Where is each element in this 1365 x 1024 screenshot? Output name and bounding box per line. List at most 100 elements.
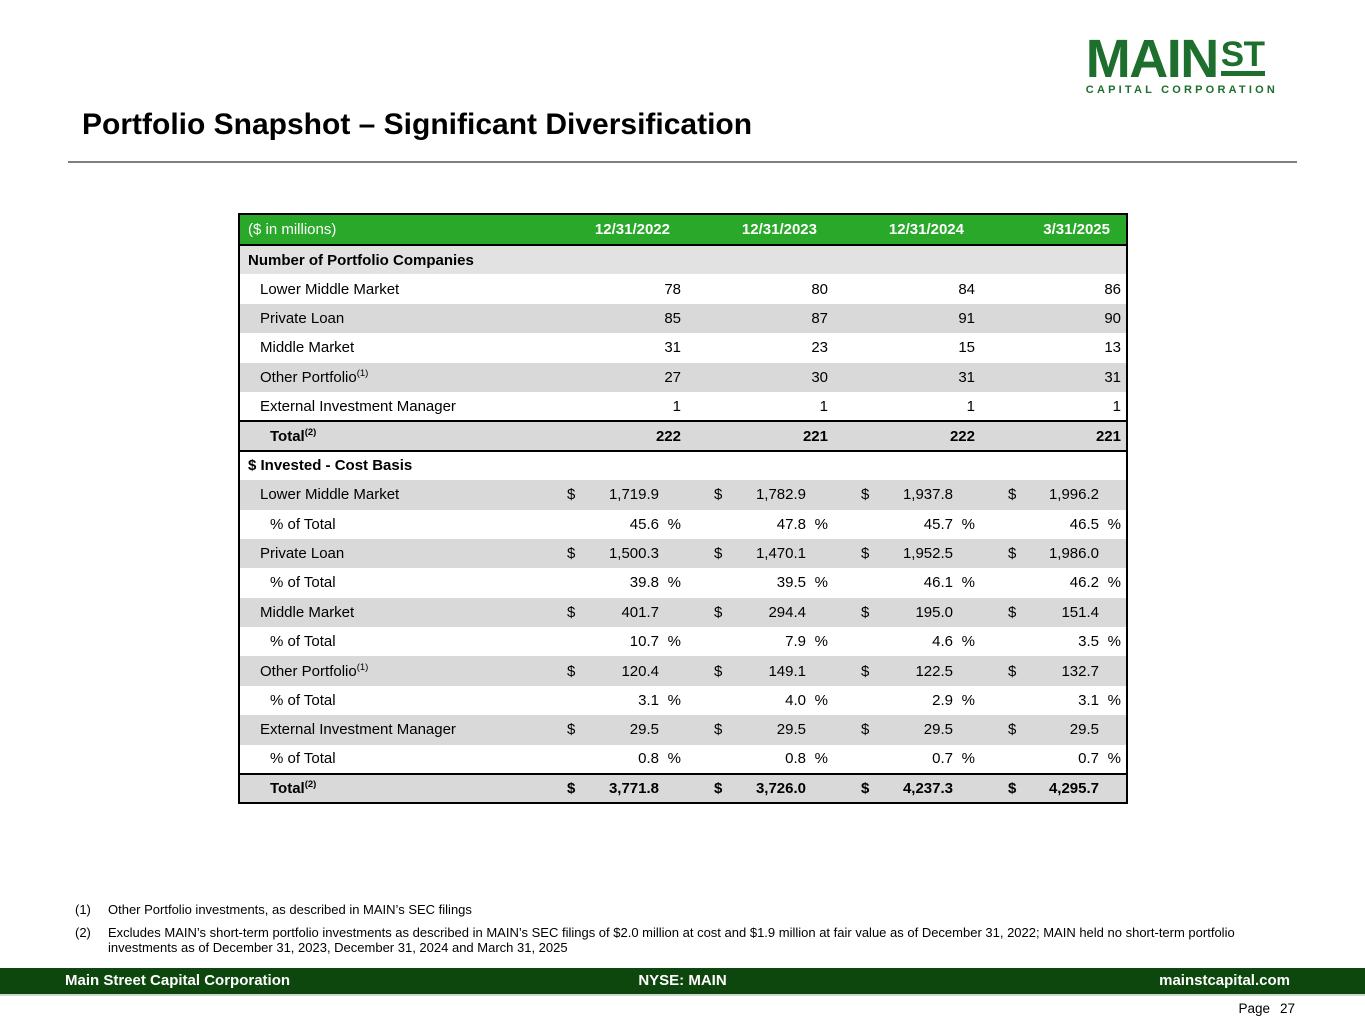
dollar-sign: $ [714,662,723,680]
footer-website: mainstcapital.com [1159,972,1290,989]
footnote-reference: (1) [356,661,369,673]
footnote-reference: (2) [304,426,317,438]
table-row: External Investment Manager $29.5 $29.5 $29… [239,715,1127,745]
value-cell: 85 [539,303,686,334]
logo-subtitle: CAPITAL CORPORATION [1085,84,1278,96]
value-cell: 221 [686,420,833,452]
value-cell: 1 [672,397,681,415]
value-cell: 1 [1112,397,1121,415]
value-cell: 86 [1104,280,1121,298]
footnote-1: (1) Other Portfolio investments, as desc… [75,902,1300,918]
value-cell: 3.5% [1078,633,1121,651]
dollar-sign: $ [861,662,870,680]
column-header-2023: 12/31/2023 [686,214,833,245]
logo-st-text: ST [1220,35,1265,76]
table-row: Middle Market 31 23 15 13 [239,333,1127,362]
portfolio-snapshot-table: ($ in millions) 12/31/2022 12/31/2023 12… [238,213,1128,805]
value-cell: $1,719.9 [539,480,686,510]
value-cell: 46.5% [1069,515,1121,533]
table-row: Total(2) 222 221 222 221 [239,420,1127,452]
row-label: % of Total [270,515,336,533]
footnote-1-number: (1) [75,902,91,917]
value-cell: $120.4 [539,656,686,686]
value-cell: $132.7 [980,656,1127,686]
value-cell: 78 [664,280,681,298]
row-label: Middle Market [260,339,355,357]
dollar-sign: $ [567,603,576,621]
title-divider [68,161,1297,163]
portfolio-table-container: ($ in millions) 12/31/2022 12/31/2023 12… [238,213,1128,805]
table-row: Total(2) $3,771.8 $3,726.0 $4,237.3 $4,295.7 [239,773,1127,804]
dollar-sign: $ [567,780,576,798]
dollar-sign: $ [861,545,870,563]
dollar-sign: $ [1008,721,1017,739]
dollar-sign: $ [861,486,870,504]
value-cell: $1,782.9 [686,480,833,510]
footnote-1-text: Other Portfolio investments, as describe… [108,902,472,917]
value-cell: $1,937.8 [833,480,980,510]
table-row: Private Loan $1,500.3 $1,470.1 $1,952.5 $1,9… [239,538,1127,569]
value-cell: 90 [980,303,1127,334]
row-label: Private Loan [239,303,539,334]
value-cell: 84 [958,280,975,298]
table-row: Middle Market $401.7 $294.4 $195.0 $151.4 [239,597,1127,628]
footnote-reference: (2) [304,779,317,791]
company-logo: MAIN ST CAPITAL CORPORATION [1085,32,1278,96]
value-cell: $122.5 [833,656,980,686]
value-cell: $3,726.0 [686,773,833,804]
value-cell: $4,237.3 [833,773,980,804]
table-row: % of Total 45.6% 47.8% 45.7% 46.5% [239,510,1127,539]
footer-bar: Main Street Capital Corporation NYSE: MA… [0,968,1365,996]
page-number-label: Page [1238,1001,1270,1016]
dollar-sign: $ [714,780,723,798]
row-label: % of Total [270,692,336,710]
value-cell: $1,500.3 [539,538,686,569]
table-row: % of Total 39.8% 39.5% 46.1% 46.2% [239,568,1127,597]
row-label: Lower Middle Market [239,480,539,510]
table-row: Other Portfolio(1) $120.4 $149.1 $122.5 $132… [239,656,1127,686]
table-row: Lower Middle Market 78 80 84 86 [239,274,1127,303]
dollar-sign: $ [1008,780,1017,798]
dollar-sign: $ [714,721,723,739]
table-row: % of Total 0.8% 0.8% 0.7% 0.7% [239,745,1127,774]
value-cell: 7.9% [785,633,828,651]
value-cell: 31 [980,362,1127,392]
table-row: % of Total 3.1% 4.0% 2.9% 3.1% [239,686,1127,715]
value-cell: 31 [833,362,980,392]
dollar-sign: $ [714,486,723,504]
value-cell: 3.1% [638,692,681,710]
logo-wordmark: MAIN ST [1086,32,1278,86]
row-label: $ Invested - Cost Basis [248,457,413,475]
dollar-sign: $ [1008,545,1017,563]
value-cell: 80 [811,280,828,298]
value-cell: $29.5 [980,715,1127,745]
value-cell: 39.8% [629,574,681,592]
value-cell: 30 [686,362,833,392]
value-cell: 222 [539,420,686,452]
dollar-sign: $ [1008,486,1017,504]
value-cell: 0.8% [785,750,828,768]
value-cell: 45.7% [923,515,975,533]
footer-ticker: NYSE: MAIN [638,972,727,989]
value-cell: $1,986.0 [980,538,1127,569]
table-row: Number of Portfolio Companies [239,245,1127,275]
dollar-sign: $ [567,486,576,504]
footnotes: (1) Other Portfolio investments, as desc… [75,902,1300,963]
dollar-sign: $ [567,662,576,680]
dollar-sign: $ [861,603,870,621]
value-cell: 4.0% [785,692,828,710]
row-label: Total(2) [239,773,539,804]
value-cell: 47.8% [776,515,828,533]
value-cell: 4.6% [932,633,975,651]
row-label: Lower Middle Market [260,280,400,298]
row-label: Other Portfolio(1) [239,362,539,392]
value-cell: 27 [539,362,686,392]
dollar-sign: $ [1008,662,1017,680]
value-cell: $1,996.2 [980,480,1127,510]
row-label: External Investment Manager [239,715,539,745]
value-cell: 0.8% [638,750,681,768]
row-label: Total(2) [239,420,539,452]
value-cell: $1,470.1 [686,538,833,569]
column-header-2022: 12/31/2022 [539,214,686,245]
